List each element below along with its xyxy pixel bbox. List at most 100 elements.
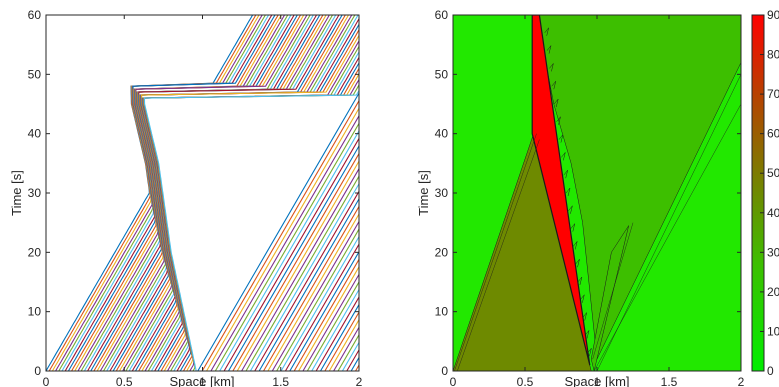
colorbar-tick-label: 60 bbox=[767, 127, 779, 141]
right-ytick-label: 30 bbox=[435, 186, 449, 200]
colorbar-frame bbox=[751, 14, 765, 372]
trajectory-line-free bbox=[315, 296, 359, 371]
colorbar-tick-label: 70 bbox=[767, 87, 779, 101]
right-xtick-label: 0 bbox=[450, 375, 457, 387]
x-axis-label-left: Space [km] bbox=[169, 374, 234, 387]
contour-region-level-25 bbox=[536, 15, 741, 360]
contour-hook bbox=[587, 348, 592, 357]
colorbar-tick-label: 40 bbox=[767, 206, 779, 220]
colorbar: 0 10 20 30 40 50 60 70 80 90 bbox=[751, 8, 779, 378]
left-ytick-label: 0 bbox=[34, 364, 41, 378]
trajectory-line-free bbox=[263, 205, 359, 371]
trajectory-line-free bbox=[267, 212, 359, 371]
trajectory-line-free bbox=[245, 175, 359, 371]
trajectory-line-free bbox=[197, 92, 359, 371]
left-xtick-label: 1.5 bbox=[272, 375, 289, 387]
contour-detail-lines bbox=[454, 27, 741, 371]
trajectory-line-free bbox=[271, 220, 359, 371]
contour-hook bbox=[556, 116, 561, 125]
contour-hook bbox=[565, 187, 571, 197]
right-xtick-label: 1.5 bbox=[661, 375, 678, 387]
trajectory-line-free bbox=[201, 99, 359, 371]
x-axis-label-right: Space [km] bbox=[564, 374, 629, 387]
trajectory-line-free bbox=[298, 265, 359, 371]
trajectory-line-free bbox=[284, 243, 359, 371]
trajectory-line-free bbox=[249, 182, 359, 371]
trajectory-line-free bbox=[280, 235, 359, 371]
contour-region-level-90 bbox=[531, 15, 591, 366]
trajectory-line-free bbox=[241, 167, 359, 371]
trajectory-line-free bbox=[223, 137, 359, 371]
trajectory-line-free bbox=[289, 250, 359, 371]
contour-hook bbox=[575, 259, 580, 268]
trajectory-lines bbox=[46, 15, 359, 371]
contour-region-level-25 bbox=[590, 225, 629, 371]
colorbar-tick-label: 30 bbox=[767, 245, 779, 259]
density-contour-plot: 0 0.5 1 1.5 2 0 10 20 30 40 50 60 Space [km] Time … bbox=[416, 8, 745, 387]
left-ytick-label: 40 bbox=[28, 127, 42, 141]
left-ytick-label: 60 bbox=[28, 8, 42, 22]
trajectory-line-free bbox=[293, 258, 359, 371]
trajectory-line-free bbox=[228, 144, 359, 371]
left-xtick-label: 0 bbox=[43, 375, 50, 387]
right-ytick-label: 40 bbox=[435, 127, 449, 141]
right-ytick-label: 60 bbox=[435, 8, 449, 22]
left-xtick-label: 0.5 bbox=[116, 375, 133, 387]
contour-hook bbox=[568, 205, 573, 214]
y-ticks-right: 0 10 20 30 40 50 60 bbox=[435, 8, 741, 378]
colorbar-tick-label: 90 bbox=[767, 8, 779, 22]
trajectory-line-free bbox=[306, 280, 359, 371]
left-xtick-label: 2 bbox=[356, 375, 363, 387]
contour-line bbox=[592, 222, 634, 360]
trajectory-line-free bbox=[311, 288, 359, 371]
contour-hook bbox=[561, 152, 566, 161]
colorbar-tick-label: 20 bbox=[767, 285, 779, 299]
contour-line bbox=[454, 133, 537, 371]
trajectory-line-free bbox=[236, 160, 359, 371]
trajectory-line-free bbox=[302, 273, 359, 371]
y-axis-label-right: Time [s] bbox=[416, 170, 431, 216]
contour-hook bbox=[570, 223, 576, 232]
contour-hook bbox=[546, 45, 552, 54]
colorbar-tick-label: 80 bbox=[767, 48, 779, 62]
y-axis-label-left: Time [s] bbox=[9, 170, 24, 216]
contour-regions bbox=[453, 15, 741, 371]
left-xtick-label: 1 bbox=[199, 375, 206, 387]
left-ytick-label: 20 bbox=[28, 245, 42, 259]
colorbar-gradient bbox=[752, 15, 764, 371]
contour-line bbox=[596, 74, 741, 371]
trajectory-plot: 0 0.5 1 1.5 2 0 10 20 30 40 50 60 Space [km] Time … bbox=[9, 8, 363, 387]
left-ytick-label: 10 bbox=[28, 305, 42, 319]
left-ytick-label: 50 bbox=[28, 67, 42, 81]
contour-hook bbox=[582, 312, 587, 321]
contour-hook bbox=[544, 27, 549, 36]
contour-hook bbox=[551, 81, 557, 90]
y-ticks-left: 0 10 20 30 40 50 60 bbox=[28, 8, 359, 378]
contour-hook bbox=[554, 98, 559, 108]
right-xtick-label: 1 bbox=[594, 375, 601, 387]
colorbar-tick-label: 50 bbox=[767, 166, 779, 180]
colorbar-tick-label: 10 bbox=[767, 324, 779, 338]
contour-hook bbox=[549, 63, 554, 72]
right-ytick-label: 20 bbox=[435, 245, 449, 259]
colorbar-ticks: 0 10 20 30 40 50 60 70 80 90 bbox=[760, 8, 779, 378]
trajectory-line-free bbox=[276, 228, 359, 371]
trajectory-line-free bbox=[206, 107, 359, 371]
contour-hook bbox=[573, 241, 578, 250]
right-ytick-label: 0 bbox=[441, 364, 448, 378]
trajectory-line-free bbox=[214, 122, 359, 371]
contour-line bbox=[457, 139, 540, 371]
contour-hook bbox=[563, 170, 568, 179]
right-xtick-label: 2 bbox=[738, 375, 745, 387]
x-ticks-right: 0 0.5 1 1.5 2 bbox=[450, 15, 745, 387]
trajectory-line-free bbox=[219, 129, 359, 371]
trajectory-line-free bbox=[232, 152, 359, 371]
x-ticks-left: 0 0.5 1 1.5 2 bbox=[43, 15, 363, 387]
contour-hook bbox=[558, 134, 564, 143]
right-ytick-label: 50 bbox=[435, 67, 449, 81]
right-xtick-label: 0.5 bbox=[517, 375, 534, 387]
trajectory-line-free bbox=[210, 114, 359, 371]
trajectory-line bbox=[143, 89, 359, 371]
contour-hook bbox=[580, 294, 585, 303]
